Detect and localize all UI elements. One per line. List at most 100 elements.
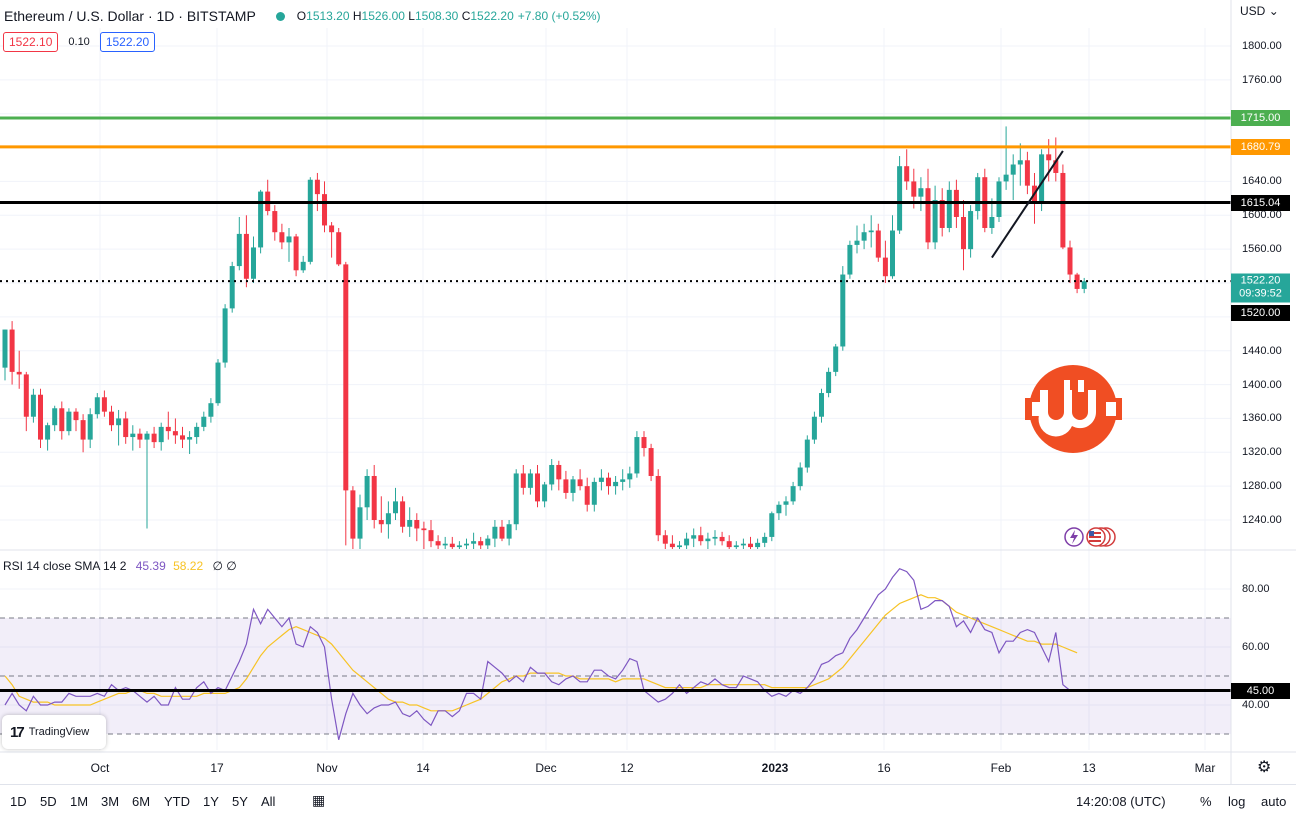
time-tick-label: 16 [877, 761, 891, 775]
candle-body [819, 393, 824, 417]
high-label: H [352, 9, 362, 23]
candle-body [471, 541, 477, 544]
price-tick-label: 1440.00 [1242, 344, 1282, 357]
buy-button[interactable]: 1522.20 [99, 32, 156, 52]
candle-body [172, 431, 178, 436]
candle-body [989, 216, 995, 228]
range-3m[interactable]: 3M [101, 794, 120, 809]
candle-body [655, 475, 661, 536]
open-label: O [296, 9, 307, 23]
time-tick-label: 14 [416, 761, 430, 775]
candle-body [946, 189, 952, 228]
candle-body [307, 179, 313, 262]
rsi-value: 45.39 [135, 559, 166, 573]
candle-body [357, 507, 363, 539]
candle-body [1024, 160, 1030, 186]
candle-body [897, 166, 903, 231]
candle-body [875, 230, 881, 258]
rsi-legend[interactable]: RSI 14 close SMA 14 2 45.39 58.22 ∅ ∅ [3, 559, 237, 573]
candle-body [719, 536, 725, 542]
clock-timezone[interactable]: 14:20:08 (UTC) [1076, 794, 1166, 809]
candle-body [144, 433, 150, 440]
rsi-sma-value: 58.22 [173, 559, 204, 573]
candle-body [868, 230, 874, 233]
candle-body [904, 166, 910, 182]
candle-body [456, 545, 462, 548]
candle-body [421, 528, 427, 531]
candle-body [748, 543, 753, 548]
candle-body [535, 473, 540, 502]
rsi-band [0, 617, 1231, 735]
rsi-lines [0, 567, 1231, 740]
range-5d[interactable]: 5D [40, 794, 57, 809]
candle-body [506, 524, 512, 539]
price-tick-label: 1240.00 [1242, 514, 1282, 526]
currency-selector[interactable]: USD ⌄ [1240, 4, 1279, 18]
close-value: 1522.20 [470, 9, 514, 23]
auto-toggle[interactable]: auto [1261, 794, 1287, 809]
candle-body [208, 403, 214, 417]
candle-body [499, 526, 505, 539]
candle-body [400, 501, 406, 527]
candle-body [1081, 281, 1087, 289]
candle-body [428, 530, 434, 542]
candle-body [393, 501, 398, 514]
spread-value: 0.10 [68, 36, 90, 48]
percent-toggle[interactable]: % [1200, 794, 1212, 809]
candle-body [158, 426, 164, 443]
candle-body [698, 535, 704, 542]
range-ytd[interactable]: YTD [164, 794, 190, 809]
candle-body [811, 416, 817, 440]
price-tick-label: 1360.00 [1242, 412, 1282, 425]
price-tick-label: 1640.00 [1242, 175, 1282, 188]
candle-body [520, 473, 526, 488]
quote-panel: 1522.10 0.10 1522.20 [3, 32, 156, 52]
candle-body [755, 542, 761, 548]
range-5y[interactable]: 5Y [232, 794, 248, 809]
symbol-title[interactable]: Ethereum / U.S. Dollar · 1D · BITSTAMP [4, 8, 256, 24]
log-toggle[interactable]: log [1228, 794, 1246, 809]
candle-body [336, 232, 342, 265]
candle-body [215, 362, 221, 404]
candle-body [258, 191, 264, 248]
trendline [991, 150, 1064, 259]
candles [2, 126, 1087, 549]
tradingview-watermark[interactable]: 17 TradingView [2, 715, 106, 749]
horizontal-levels[interactable] [0, 116, 1231, 283]
tradingview-logo-icon: 17 [10, 723, 25, 741]
candle-body [180, 435, 185, 440]
candle-body [882, 257, 888, 277]
rsi-line [4, 567, 1078, 740]
range-1y[interactable]: 1Y [203, 794, 219, 809]
range-1d[interactable]: 1D [10, 794, 27, 809]
range-1m[interactable]: 1M [70, 794, 89, 809]
range-all[interactable]: All [261, 794, 276, 809]
chart-frame [0, 0, 1296, 784]
bottom-toolbar: 1D 5D 1M 3M 6M YTD 1Y 5Y All ▦ 14:20:08 … [0, 784, 1296, 813]
candle-body [2, 329, 8, 368]
candle-body [968, 211, 974, 250]
rsi-tick-label: 60.00 [1242, 641, 1270, 653]
calendar-range-icon[interactable]: ▦ [312, 792, 326, 808]
countdown-value: 09:39:52 [1239, 287, 1282, 300]
candle-body [918, 188, 924, 197]
candle-body [925, 188, 931, 243]
sell-button[interactable]: 1522.10 [3, 32, 59, 52]
time-tick-label: 2023 [761, 761, 789, 775]
candle-body [251, 247, 256, 279]
range-6m[interactable]: 6M [132, 794, 151, 809]
price-tick-label: 1760.00 [1242, 73, 1282, 86]
candle-body [740, 543, 746, 546]
time-tick-label: Oct [90, 761, 110, 775]
candle-body [279, 232, 285, 243]
candle-body [1067, 247, 1073, 275]
candle-body [648, 448, 654, 476]
event-flags[interactable] [1064, 526, 1124, 548]
candle-body [442, 543, 448, 546]
gear-icon[interactable]: ⚙ [1257, 759, 1272, 776]
candle-body [1017, 160, 1023, 165]
low-value: 1508.30 [414, 9, 459, 23]
candle-body [38, 394, 43, 440]
candle-body [911, 181, 917, 197]
